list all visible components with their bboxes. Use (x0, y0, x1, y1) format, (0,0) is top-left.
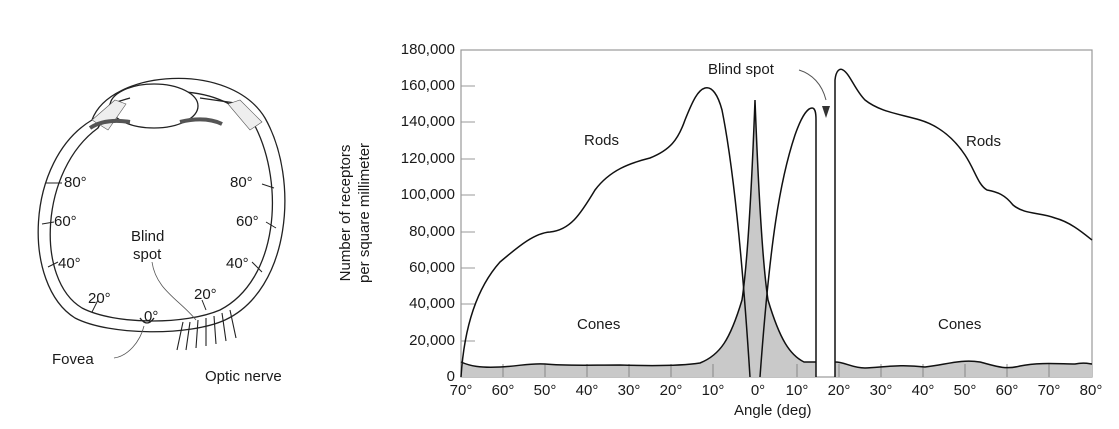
blind-spot-annotation: Blind spot (708, 61, 774, 78)
eye-label-left-20: 20° (88, 290, 111, 307)
eye-label-right-40: 40° (226, 255, 249, 272)
x-tick: 40° (911, 382, 935, 399)
x-tick: 70° (449, 382, 473, 399)
eye-label-zero: 0° (144, 308, 159, 325)
y-axis-label-line1: Number of receptors (337, 145, 354, 282)
x-tick: 50° (953, 382, 977, 399)
x-axis-label: Angle (deg) (734, 402, 812, 419)
rods-label-right: Rods (966, 133, 1002, 150)
eye-label-right-20: 20° (194, 286, 217, 303)
x-tick: 10° (785, 382, 809, 399)
eye-label-optic-nerve: Optic nerve (205, 368, 282, 385)
x-tick: 60° (491, 382, 515, 399)
y-axis-label-line2: per square millimeter (356, 143, 373, 283)
eye-label-spot: spot (133, 246, 162, 263)
y-tick: 140,000 (400, 113, 455, 130)
cones-label-left: Cones (577, 316, 621, 333)
eye-label-fovea: Fovea (52, 351, 94, 368)
eye-label-left-60: 60° (54, 213, 77, 230)
cones-line-right (834, 360, 1093, 369)
eye-label-left-80: 80° (64, 174, 87, 191)
eye-label-blind: Blind (131, 228, 165, 245)
x-tick: 20° (659, 382, 683, 399)
y-tick: 120,000 (400, 150, 455, 167)
y-tick: 100,000 (400, 186, 455, 203)
x-tick: 0° (750, 382, 766, 399)
x-tick: 30° (869, 382, 893, 399)
x-tick: 60° (995, 382, 1019, 399)
x-tick: 10° (701, 382, 725, 399)
rods-label-left: Rods (584, 132, 620, 149)
x-tick: 20° (827, 382, 851, 399)
x-tick: 50° (533, 382, 557, 399)
rods-line-center (759, 107, 817, 378)
y-tick: 160,000 (400, 77, 455, 94)
y-tick: 0 (446, 368, 455, 385)
y-tick: 60,000 (409, 259, 455, 276)
cones-label-right: Cones (938, 316, 982, 333)
rods-line-left (460, 87, 751, 378)
x-tick: 40° (575, 382, 599, 399)
eye-label-left-40: 40° (58, 255, 81, 272)
x-tick: 70° (1037, 382, 1061, 399)
y-tick: 20,000 (409, 332, 455, 349)
y-tick: 40,000 (409, 295, 455, 312)
cones-line-left (460, 99, 816, 368)
y-tick: 180,000 (400, 41, 455, 58)
y-tick: 80,000 (409, 223, 455, 240)
x-tick: 30° (617, 382, 641, 399)
x-tick: 80° (1079, 382, 1103, 399)
eye-label-right-60: 60° (236, 213, 259, 230)
eye-label-right-80: 80° (230, 174, 253, 191)
rods-line-right (834, 68, 1093, 377)
